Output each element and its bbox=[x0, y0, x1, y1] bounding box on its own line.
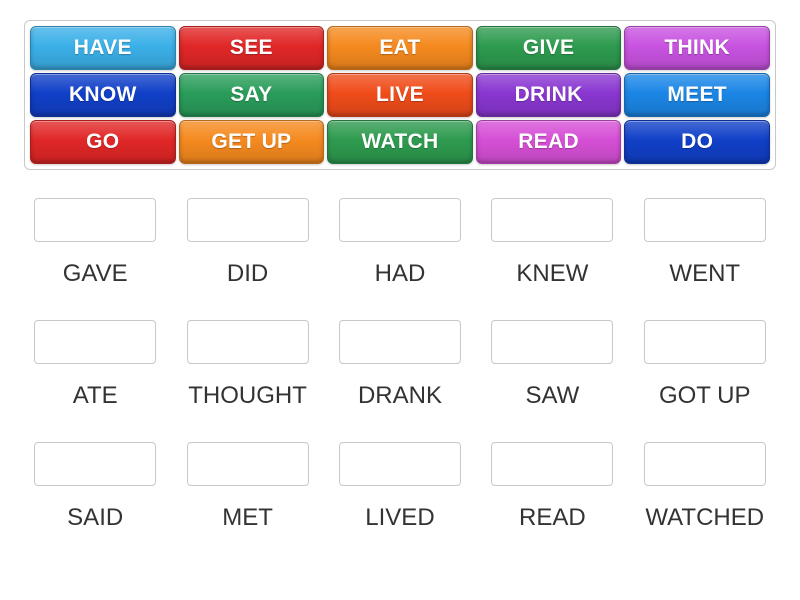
drop-target[interactable] bbox=[644, 442, 766, 486]
answer-slot: GAVE bbox=[30, 198, 160, 288]
drop-target[interactable] bbox=[187, 320, 309, 364]
word-tile[interactable]: DRINK bbox=[476, 73, 622, 117]
answer-slot: GOT UP bbox=[640, 320, 770, 410]
answer-label: LIVED bbox=[365, 504, 434, 532]
answer-label: WATCHED bbox=[645, 504, 764, 532]
word-tile[interactable]: MEET bbox=[624, 73, 770, 117]
answer-row: SAID MET LIVED READ WATCHED bbox=[24, 442, 776, 532]
answer-label: MET bbox=[222, 504, 273, 532]
answer-label: GOT UP bbox=[659, 382, 751, 410]
answer-slot: LIVED bbox=[335, 442, 465, 532]
drop-target[interactable] bbox=[187, 442, 309, 486]
answer-slot: DID bbox=[183, 198, 313, 288]
word-tile[interactable]: SAY bbox=[179, 73, 325, 117]
answer-slot: SAW bbox=[487, 320, 617, 410]
word-tile[interactable]: LIVE bbox=[327, 73, 473, 117]
word-tile[interactable]: SEE bbox=[179, 26, 325, 70]
word-tile[interactable]: KNOW bbox=[30, 73, 176, 117]
answer-label: GAVE bbox=[63, 260, 128, 288]
drop-target[interactable] bbox=[491, 442, 613, 486]
drop-target[interactable] bbox=[34, 198, 156, 242]
drop-target[interactable] bbox=[644, 320, 766, 364]
answer-slot: WATCHED bbox=[640, 442, 770, 532]
drop-target[interactable] bbox=[187, 198, 309, 242]
drop-target[interactable] bbox=[339, 442, 461, 486]
answer-label: WENT bbox=[669, 260, 740, 288]
word-tile[interactable]: DO bbox=[624, 120, 770, 164]
answer-slot: DRANK bbox=[335, 320, 465, 410]
word-bank-row: KNOWSAYLIVEDRINKMEET bbox=[30, 73, 770, 117]
drop-target[interactable] bbox=[339, 320, 461, 364]
drop-target[interactable] bbox=[34, 320, 156, 364]
answer-label: DRANK bbox=[358, 382, 442, 410]
answer-label: ATE bbox=[73, 382, 118, 410]
answer-label: SAW bbox=[525, 382, 579, 410]
answer-slot: THOUGHT bbox=[183, 320, 313, 410]
answer-label: KNEW bbox=[516, 260, 588, 288]
answer-label: DID bbox=[227, 260, 268, 288]
drop-target[interactable] bbox=[34, 442, 156, 486]
answer-slot: KNEW bbox=[487, 198, 617, 288]
word-tile[interactable]: EAT bbox=[327, 26, 473, 70]
word-bank-row: HAVESEEEATGIVETHINK bbox=[30, 26, 770, 70]
answer-label: SAID bbox=[67, 504, 123, 532]
word-tile[interactable]: THINK bbox=[624, 26, 770, 70]
drop-target[interactable] bbox=[644, 198, 766, 242]
word-tile[interactable]: HAVE bbox=[30, 26, 176, 70]
answer-slot: HAD bbox=[335, 198, 465, 288]
answers-grid: GAVE DID HAD KNEW WENT ATE THOUGHT DRANK SAW GOT … bbox=[24, 198, 776, 532]
answer-row: ATE THOUGHT DRANK SAW GOT UP bbox=[24, 320, 776, 410]
word-tile[interactable]: GO bbox=[30, 120, 176, 164]
drop-target[interactable] bbox=[491, 320, 613, 364]
word-tile[interactable]: WATCH bbox=[327, 120, 473, 164]
drop-target[interactable] bbox=[491, 198, 613, 242]
answer-label: HAD bbox=[375, 260, 426, 288]
answer-label: READ bbox=[519, 504, 586, 532]
word-bank-row: GOGET UPWATCHREADDO bbox=[30, 120, 770, 164]
answer-slot: READ bbox=[487, 442, 617, 532]
word-tile[interactable]: GET UP bbox=[179, 120, 325, 164]
word-tile[interactable]: GIVE bbox=[476, 26, 622, 70]
answer-slot: ATE bbox=[30, 320, 160, 410]
answer-slot: WENT bbox=[640, 198, 770, 288]
word-tile[interactable]: READ bbox=[476, 120, 622, 164]
answer-slot: SAID bbox=[30, 442, 160, 532]
answer-slot: MET bbox=[183, 442, 313, 532]
word-bank: HAVESEEEATGIVETHINKKNOWSAYLIVEDRINKMEETG… bbox=[24, 20, 776, 170]
answer-label: THOUGHT bbox=[188, 382, 307, 410]
drop-target[interactable] bbox=[339, 198, 461, 242]
answer-row: GAVE DID HAD KNEW WENT bbox=[24, 198, 776, 288]
